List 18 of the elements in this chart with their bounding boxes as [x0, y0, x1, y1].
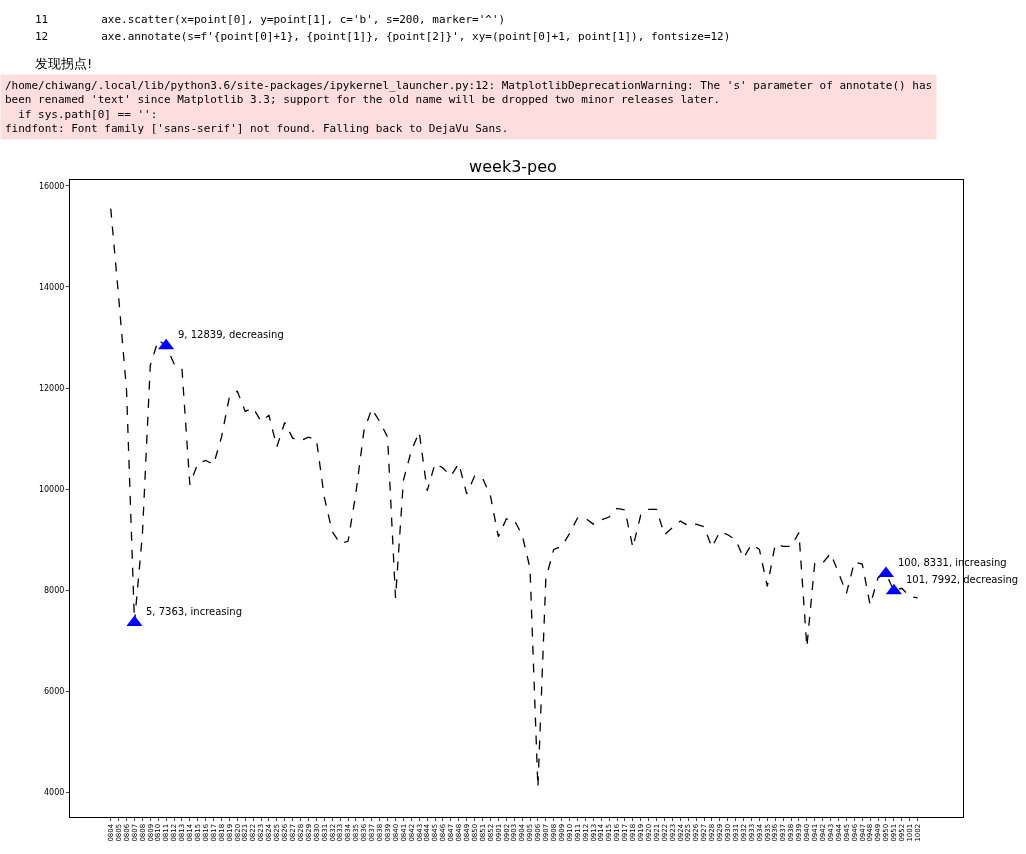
- text: /home/chiwang/.local/lib/python3.6/site-packages/ipykernel_launcher.py:12: MatplotlibDeprecationWarning: The 's' parameter of annotate() has been renamed 'text' since Matplotlib 3.3; support for the old name will be dropped two minor releases later. if sys.path[0] == '': findfont: Font family ['sans-serif'] not found. Falling back to DejaVu Sans.: [5, 79, 933, 135]
- point: [885, 583, 902, 595]
- text: 12 axe.annotate(s=f'{point[0]+1}, {point[1]}, {point[2]}', xy=(point[0]+1, point[1]), fontsize=12): [35, 30, 731, 43]
- y-tick-label: 16000: [38, 181, 65, 191]
- point: [158, 338, 175, 350]
- y-tick-label: 14000: [38, 282, 65, 292]
- text: 11 axe.scatter(x=point[0], y=point[1], c='b', s=200, marker='^'): [35, 13, 506, 26]
- annotation: 101, 7992, decreasing: [906, 574, 1019, 585]
- point: [126, 615, 143, 627]
- y-tick-label: 6000: [44, 687, 65, 697]
- annotation: 5, 7363, increasing: [146, 606, 242, 617]
- y-tick-label: 10000: [38, 485, 65, 495]
- y-tick-label: 12000: [38, 383, 65, 393]
- annotation: 9, 12839, decreasing: [178, 329, 284, 340]
- chart-title: week3-peo: [469, 156, 557, 176]
- y-tick-label: 8000: [44, 586, 65, 596]
- y-tick-label: 4000: [44, 788, 65, 798]
- text: 发现拐点!: [35, 56, 93, 71]
